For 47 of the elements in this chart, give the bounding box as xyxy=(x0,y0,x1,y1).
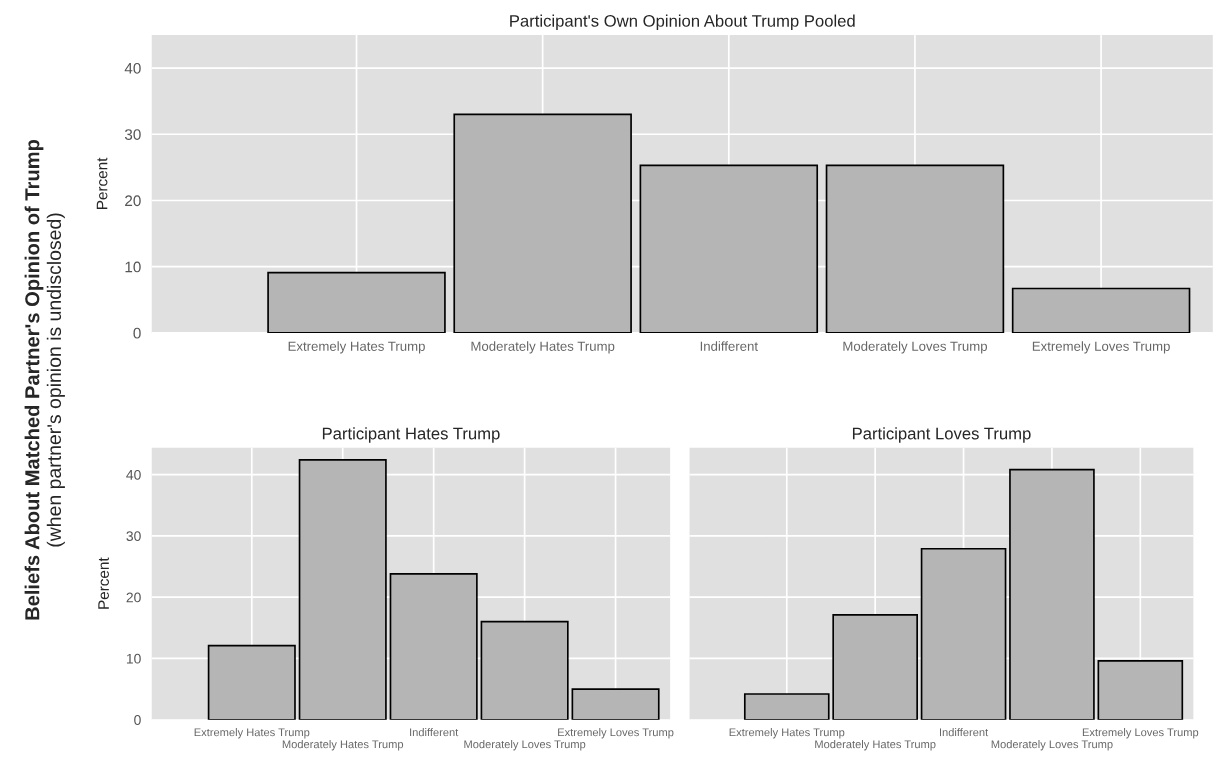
bar xyxy=(207,644,296,720)
x-tick-label: Moderately Hates Trump xyxy=(815,740,936,751)
x-tick-label: Extremely Hates Trump xyxy=(288,341,425,354)
x-tick-label: Extremely Loves Trump xyxy=(1082,728,1199,739)
bar xyxy=(1009,468,1095,720)
chart-title: Participant Loves Trump xyxy=(852,427,1031,443)
y-tick-label: 20 xyxy=(126,592,141,603)
y-tick-label: 0 xyxy=(134,715,141,725)
y-tick-label: 30 xyxy=(126,531,141,542)
x-tick-label: Indifferent xyxy=(410,728,459,737)
y-tick-label: 40 xyxy=(124,62,141,74)
bar xyxy=(825,164,1005,333)
bar xyxy=(743,693,830,720)
y-tick-label: 10 xyxy=(125,261,141,273)
x-tick-label: Moderately Loves Trump xyxy=(991,740,1113,751)
x-tick-label: Moderately Hates Trump xyxy=(282,740,404,751)
bar xyxy=(639,164,819,333)
x-tick-label: Moderately Loves Trump xyxy=(464,740,586,751)
bar xyxy=(453,113,632,333)
y-axis-title: Percent xyxy=(98,557,109,609)
x-tick-label: Moderately Hates Trump xyxy=(471,341,615,354)
x-tick-label: Indifferent xyxy=(700,341,758,351)
y-tick-label: 10 xyxy=(126,653,141,664)
x-tick-label: Moderately Loves Trump xyxy=(843,341,988,354)
x-tick-label: Extremely Hates Trump xyxy=(729,728,845,739)
bar xyxy=(1011,287,1191,333)
bar xyxy=(1097,660,1184,720)
bar xyxy=(298,459,387,720)
y-tick-label: 40 xyxy=(126,469,141,480)
bar xyxy=(832,614,918,720)
y-tick-label: 30 xyxy=(124,129,141,140)
y-tick-label: 0 xyxy=(133,327,141,339)
y-axis-title: Percent xyxy=(96,157,108,209)
chart-title: Participant Hates Trump xyxy=(322,427,500,443)
x-tick-label: Extremely Loves Trump xyxy=(1032,341,1170,354)
bar xyxy=(920,547,1007,720)
text: Beliefs About Matched Partner's Opinion of Trump xyxy=(24,139,44,620)
x-tick-label: Extremely Hates Trump xyxy=(194,728,310,739)
chart-title: Participant's Own Opinion About Trump Pooled xyxy=(510,14,855,31)
x-tick-label: Indifferent xyxy=(939,728,989,737)
text: (when partner's opinion is undisclosed) xyxy=(46,213,65,547)
bar xyxy=(389,573,478,720)
y-tick-label: 20 xyxy=(125,195,141,207)
x-tick-label: Extremely Loves Trump xyxy=(558,728,674,739)
bar xyxy=(571,688,660,720)
bar xyxy=(480,620,569,720)
bar xyxy=(267,271,446,333)
